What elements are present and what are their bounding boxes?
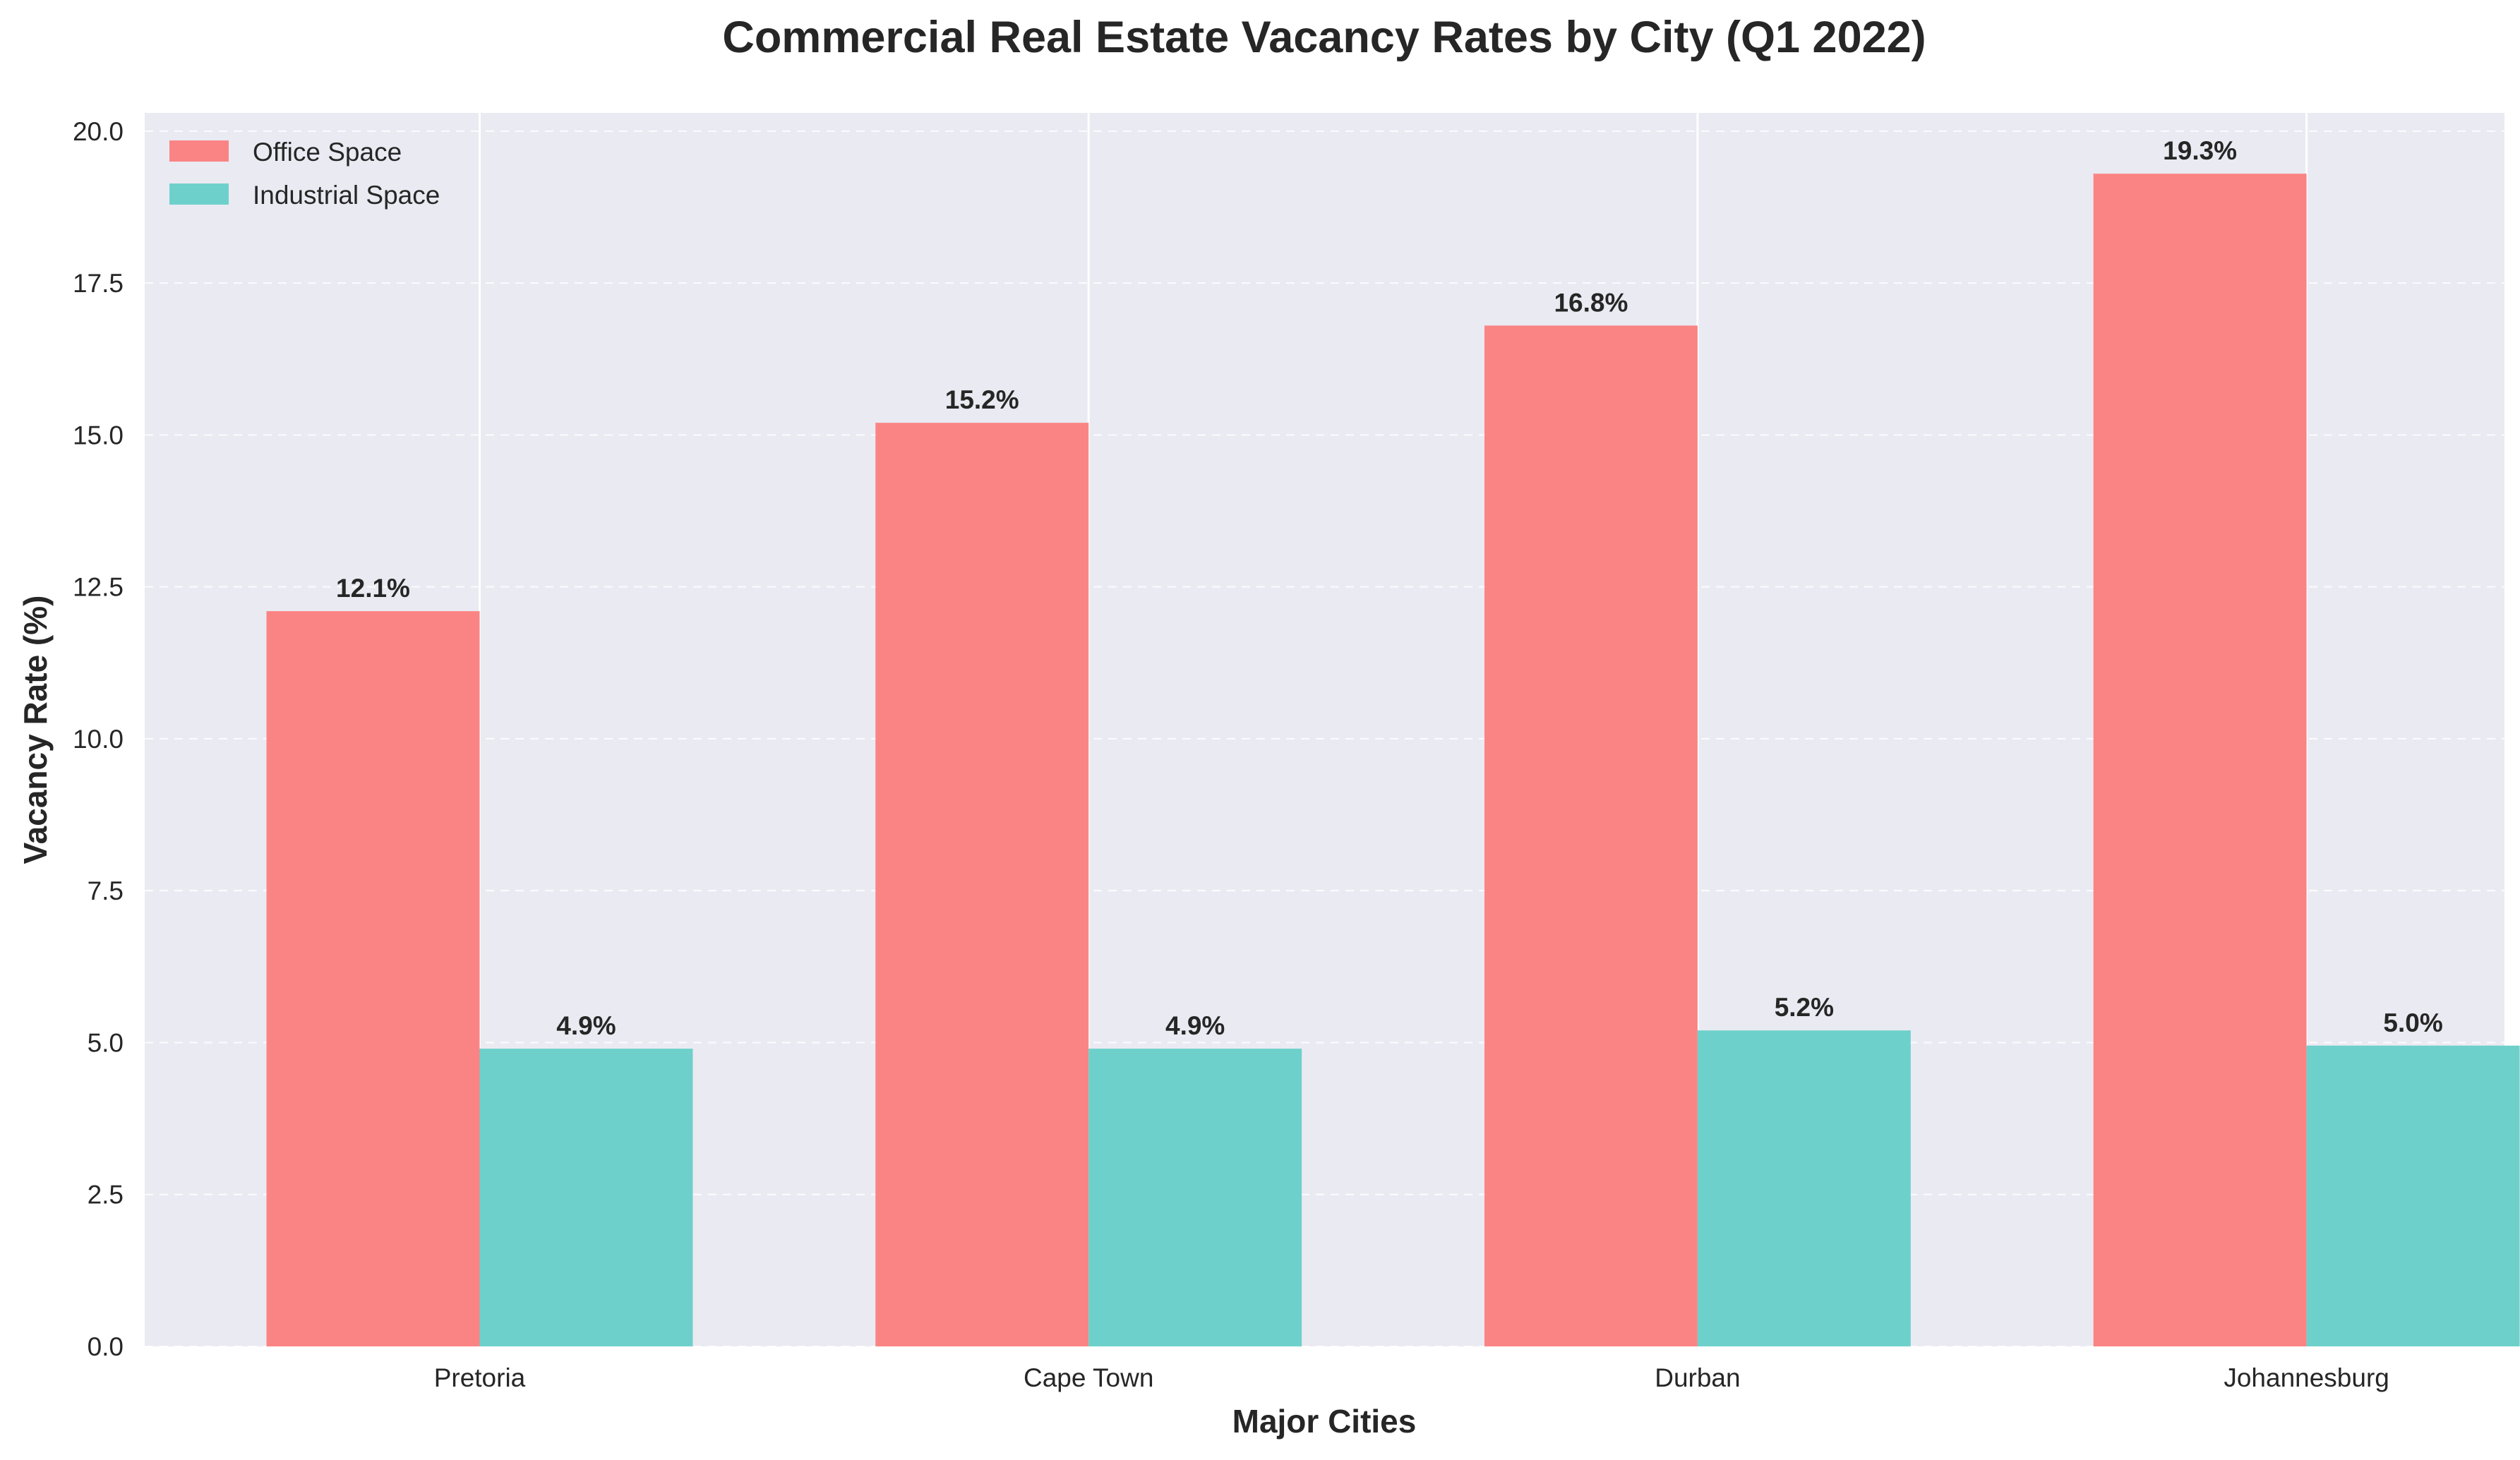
chart-title: Commercial Real Estate Vacancy Rates by … xyxy=(722,13,1926,62)
legend-label-office-space: Office Space xyxy=(253,138,402,167)
bar-industrial-space xyxy=(479,1049,693,1346)
data-label-industrial-space: 4.9% xyxy=(1165,1011,1225,1040)
bar-industrial-space xyxy=(1697,1030,1911,1346)
bar-office-space xyxy=(1484,325,1698,1347)
y-tick-label: 2.5 xyxy=(88,1181,124,1209)
x-axis-label: Major Cities xyxy=(1232,1403,1417,1440)
x-tick-label: Johannesburg xyxy=(2224,1363,2389,1392)
y-axis-label: Vacancy Rate (%) xyxy=(17,596,54,864)
y-tick-label: 17.5 xyxy=(73,269,124,298)
x-axis-ticks: Pretoria Cape Town Durban Johannesburg xyxy=(434,1363,2389,1392)
data-label-industrial-space: 4.9% xyxy=(556,1011,616,1040)
data-label-office-space: 16.8% xyxy=(1554,288,1628,317)
y-tick-label: 0.0 xyxy=(88,1332,124,1361)
data-label-industrial-space: 5.2% xyxy=(1775,993,1834,1022)
legend-swatch-office-space xyxy=(169,140,229,162)
data-label-industrial-space: 5.0% xyxy=(2383,1008,2442,1037)
y-tick-label: 20.0 xyxy=(73,117,124,146)
x-tick-label: Durban xyxy=(1655,1363,1740,1392)
y-tick-label: 7.5 xyxy=(88,876,124,905)
bar-office-space xyxy=(875,423,1089,1346)
bar-industrial-space xyxy=(1088,1049,1302,1346)
legend-label-industrial-space: Industrial Space xyxy=(253,181,440,210)
bars xyxy=(266,174,2520,1347)
data-labels: 12.1% 15.2% 16.8% 19.3% 4.9% 4.9% 5.2% 5.0% xyxy=(336,136,2443,1040)
bar-office-space xyxy=(266,611,480,1347)
data-label-office-space: 15.2% xyxy=(945,385,1019,414)
data-label-office-space: 12.1% xyxy=(336,574,410,603)
legend-swatch-industrial-space xyxy=(169,183,229,205)
bar-office-space xyxy=(2093,174,2307,1346)
legend: Office Space Industrial Space xyxy=(169,138,440,210)
y-tick-label: 10.0 xyxy=(73,725,124,754)
y-axis-ticks: 0.0 2.5 5.0 7.5 10.0 12.5 15.0 17.5 20.0 xyxy=(73,117,124,1361)
x-tick-label: Pretoria xyxy=(434,1363,526,1392)
x-tick-label: Cape Town xyxy=(1024,1363,1153,1392)
y-tick-label: 15.0 xyxy=(73,421,124,450)
data-label-office-space: 19.3% xyxy=(2163,136,2237,165)
y-tick-label: 12.5 xyxy=(73,573,124,602)
y-tick-label: 5.0 xyxy=(88,1028,124,1057)
bar-industrial-space xyxy=(2306,1045,2520,1346)
